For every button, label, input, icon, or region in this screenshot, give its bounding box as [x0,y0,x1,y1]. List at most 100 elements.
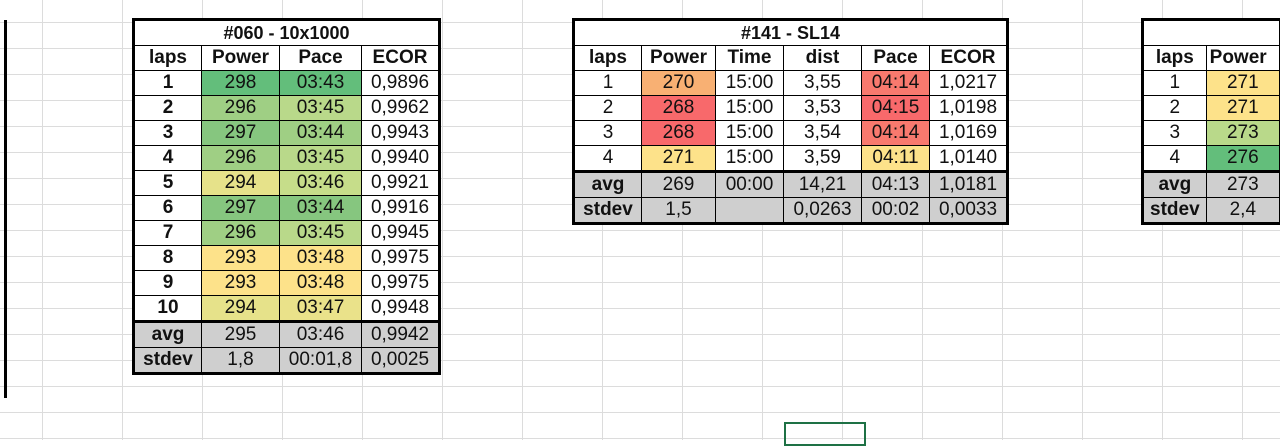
power-cell[interactable]: 294 [201,170,280,196]
avg-pace[interactable]: 04:13 [861,170,930,198]
pace-cell[interactable]: 03:45 [279,95,362,121]
lap-cell[interactable]: 7 [133,220,202,246]
power-cell[interactable]: 297 [201,195,280,221]
stdev-power[interactable]: 2,4 [1205,197,1280,224]
lap-cell[interactable]: 4 [573,145,642,172]
dist-cell[interactable]: 3,53 [783,95,862,121]
header-pace[interactable]: Pace [279,45,362,71]
power-cell[interactable]: 271 [1205,95,1280,121]
pace-cell[interactable]: 03:48 [279,270,362,296]
ecor-cell[interactable]: 0,9943 [361,120,440,146]
dist-cell[interactable]: 3,55 [783,70,862,96]
pace-cell[interactable]: 04:15 [861,95,930,121]
avg-dist[interactable]: 14,21 [783,170,862,198]
pace-cell[interactable]: 03:46 [279,170,362,196]
power-cell[interactable]: 271 [1205,70,1280,96]
lap-cell[interactable]: 6 [133,195,202,221]
power-cell[interactable]: 271 [641,145,716,172]
lap-cell[interactable]: 3 [573,120,642,146]
pace-cell[interactable]: 04:14 [861,120,930,146]
avg-ecor[interactable]: 1,0181 [929,170,1008,198]
header-ecor[interactable]: ECOR [929,45,1008,71]
avg-ecor[interactable]: 0,9942 [361,320,440,348]
header-laps[interactable]: laps [573,45,642,71]
lap-cell[interactable]: 1 [573,70,642,96]
stdev-pace[interactable]: 00:02 [861,197,930,224]
ecor-cell[interactable]: 1,0198 [929,95,1008,121]
ecor-cell[interactable]: 1,0169 [929,120,1008,146]
header-ecor[interactable]: ECOR [361,45,440,71]
stdev-dist[interactable]: 0,0263 [783,197,862,224]
power-cell[interactable]: 276 [1205,145,1280,172]
header-power[interactable]: Power [1205,45,1280,71]
power-cell[interactable]: 268 [641,120,716,146]
power-cell[interactable]: 293 [201,245,280,271]
lap-cell[interactable]: 10 [133,295,202,322]
ecor-cell[interactable]: 1,0140 [929,145,1008,172]
avg-label[interactable]: avg [573,170,642,198]
header-laps[interactable]: laps [133,45,202,71]
power-cell[interactable]: 297 [201,120,280,146]
ecor-cell[interactable]: 0,9916 [361,195,440,221]
pace-cell[interactable]: 03:45 [279,145,362,171]
header-laps[interactable]: laps [1142,45,1207,71]
power-cell[interactable]: 296 [201,95,280,121]
ecor-cell[interactable]: 1,0217 [929,70,1008,96]
ecor-cell[interactable]: 0,9921 [361,170,440,196]
power-cell[interactable]: 268 [641,95,716,121]
pace-cell[interactable]: 03:43 [279,70,362,96]
power-cell[interactable]: 293 [201,270,280,296]
avg-power[interactable]: 295 [201,320,280,348]
ecor-cell[interactable]: 0,9975 [361,245,440,271]
stdev-pace[interactable]: 00:01,8 [279,347,362,374]
lap-cell[interactable]: 2 [1142,95,1207,121]
header-dist[interactable]: dist [783,45,862,71]
power-cell[interactable]: 270 [641,70,716,96]
lap-cell[interactable]: 8 [133,245,202,271]
pace-cell[interactable]: 03:44 [279,120,362,146]
stdev-ecor[interactable]: 0,0025 [361,347,440,374]
pace-cell[interactable]: 03:45 [279,220,362,246]
time-cell[interactable]: 15:00 [715,95,784,121]
header-power[interactable]: Power [201,45,280,71]
avg-pace[interactable]: 03:46 [279,320,362,348]
stdev-time[interactable] [715,197,784,224]
lap-cell[interactable]: 4 [1142,145,1207,172]
avg-time[interactable]: 00:00 [715,170,784,198]
avg-label[interactable]: avg [133,320,202,348]
dist-cell[interactable]: 3,59 [783,145,862,172]
lap-cell[interactable]: 1 [1142,70,1207,96]
pace-cell[interactable]: 03:47 [279,295,362,322]
time-cell[interactable]: 15:00 [715,120,784,146]
avg-label[interactable]: avg [1142,170,1207,198]
table-title[interactable]: #141 - SL14 [573,19,1008,46]
stdev-ecor[interactable]: 0,0033 [929,197,1008,224]
pace-cell[interactable]: 03:48 [279,245,362,271]
time-cell[interactable]: 15:00 [715,145,784,172]
lap-cell[interactable]: 1 [133,70,202,96]
lap-cell[interactable]: 2 [133,95,202,121]
stdev-power[interactable]: 1,8 [201,347,280,374]
pace-cell[interactable]: 03:44 [279,195,362,221]
lap-cell[interactable]: 2 [573,95,642,121]
time-cell[interactable]: 15:00 [715,70,784,96]
stdev-label[interactable]: stdev [573,197,642,224]
table-title[interactable]: #060 - 10x1000 [133,19,440,46]
header-time[interactable]: Time [715,45,784,71]
power-cell[interactable]: 296 [201,145,280,171]
pace-cell[interactable]: 04:14 [861,70,930,96]
lap-cell[interactable]: 3 [1142,120,1207,146]
ecor-cell[interactable]: 0,9962 [361,95,440,121]
stdev-power[interactable]: 1,5 [641,197,716,224]
dist-cell[interactable]: 3,54 [783,120,862,146]
lap-cell[interactable]: 3 [133,120,202,146]
selected-cell[interactable] [784,422,866,446]
header-power[interactable]: Power [641,45,716,71]
lap-cell[interactable]: 4 [133,145,202,171]
table-title[interactable] [1142,19,1280,46]
ecor-cell[interactable]: 0,9948 [361,295,440,322]
avg-power[interactable]: 273 [1205,170,1280,198]
power-cell[interactable]: 298 [201,70,280,96]
power-cell[interactable]: 296 [201,220,280,246]
avg-power[interactable]: 269 [641,170,716,198]
